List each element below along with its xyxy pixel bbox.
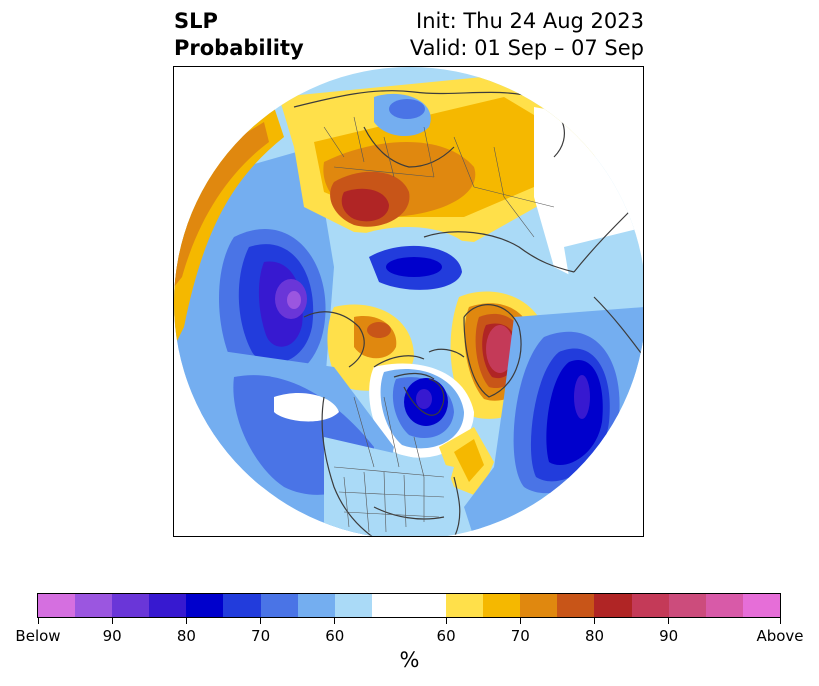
greenland-high-core xyxy=(486,325,514,373)
colorbar-swatch xyxy=(520,594,558,617)
colorbar-swatch xyxy=(557,594,595,617)
colorbar-tick xyxy=(594,618,595,624)
colorbar-tick xyxy=(37,618,39,624)
colorbar-tick xyxy=(519,618,521,624)
hudson-bay-coast xyxy=(403,378,445,416)
field-name: Probability xyxy=(174,36,304,60)
colorbar-tick-label: Above xyxy=(756,627,804,645)
colorbar-tick-label: 90 xyxy=(659,627,679,645)
probability-field xyxy=(174,67,643,536)
colorbar-tick xyxy=(111,618,113,624)
colorbar-tick xyxy=(260,618,262,624)
colorbar-tick-label: 70 xyxy=(251,627,271,645)
alaska-coast xyxy=(303,311,365,368)
atlantic-low-center xyxy=(574,375,590,419)
probability-colorbar xyxy=(37,593,781,618)
colorbar-swatch xyxy=(371,594,447,617)
forecast-dates: Init: Thu 24 Aug 2023 Valid: 01 Sep – 07… xyxy=(410,8,644,62)
colorbar-tick-label: 60 xyxy=(325,627,345,645)
colorbar-tick xyxy=(185,618,187,624)
variable-name: SLP xyxy=(174,9,218,33)
colorbar-swatch xyxy=(631,594,669,617)
colorbar-swatch xyxy=(260,594,298,617)
europe-borders xyxy=(323,116,505,198)
probability-map-svg xyxy=(174,67,643,536)
gulf-coast xyxy=(373,506,445,520)
us-coast-orange xyxy=(454,439,484,482)
chart-title: SLP Probability xyxy=(174,8,304,62)
arctic-low-core xyxy=(386,257,442,277)
colorbar-swatch xyxy=(75,594,113,617)
colorbar-swatch xyxy=(446,594,484,617)
colorbar-tick xyxy=(779,618,781,624)
colorbar-tick-label: 80 xyxy=(584,627,605,645)
canada-provinces xyxy=(353,396,425,478)
valid-range: Valid: 01 Sep – 07 Sep xyxy=(409,36,644,60)
russia-arctic-coast xyxy=(423,231,575,273)
init-date: Init: Thu 24 Aug 2023 xyxy=(416,9,644,33)
colorbar-unit-label: % xyxy=(399,648,420,672)
colorbar-swatch xyxy=(705,594,743,617)
colorbar-swatch xyxy=(38,594,76,617)
colorbar-swatch xyxy=(742,594,780,617)
colorbar-swatch xyxy=(149,594,187,617)
colorbar-swatch xyxy=(334,594,372,617)
colorbar-tick-label: 70 xyxy=(510,627,530,645)
colorbar-tick-label: Below xyxy=(15,627,61,645)
colorbar-tick-label: 60 xyxy=(436,627,456,645)
colorbar-tick xyxy=(334,618,336,624)
russia-borders xyxy=(473,186,555,238)
scandinavia-coast xyxy=(363,126,455,168)
us-west-coast xyxy=(321,396,375,536)
alaska-red xyxy=(367,322,391,338)
colorbar-swatch xyxy=(186,594,224,617)
polar-map xyxy=(173,66,644,537)
colorbar-swatch xyxy=(483,594,521,617)
colorbar-swatch xyxy=(297,594,335,617)
colorbar-tick xyxy=(445,618,447,624)
scandinavia-blue-core xyxy=(389,99,425,119)
colorbar-swatch xyxy=(223,594,261,617)
canada-arctic-islands xyxy=(373,348,465,380)
colorbar-swatch xyxy=(668,594,706,617)
us-state-borders xyxy=(338,471,445,533)
greenland-coast xyxy=(463,304,522,398)
colorbar-tick-label: 80 xyxy=(176,627,196,645)
colorbar-tick xyxy=(668,618,670,624)
us-canada-border xyxy=(333,466,445,478)
hudson-low-center xyxy=(416,389,432,409)
colorbar-swatch xyxy=(112,594,150,617)
eurasia-red-core xyxy=(341,188,389,222)
east-asia-coast xyxy=(573,206,643,358)
colorbar-swatch xyxy=(594,594,632,617)
pacific-low-peak xyxy=(287,291,301,309)
colorbar-tick-label: 90 xyxy=(102,627,122,645)
us-east-coast xyxy=(453,476,461,536)
political-borders xyxy=(323,116,555,533)
